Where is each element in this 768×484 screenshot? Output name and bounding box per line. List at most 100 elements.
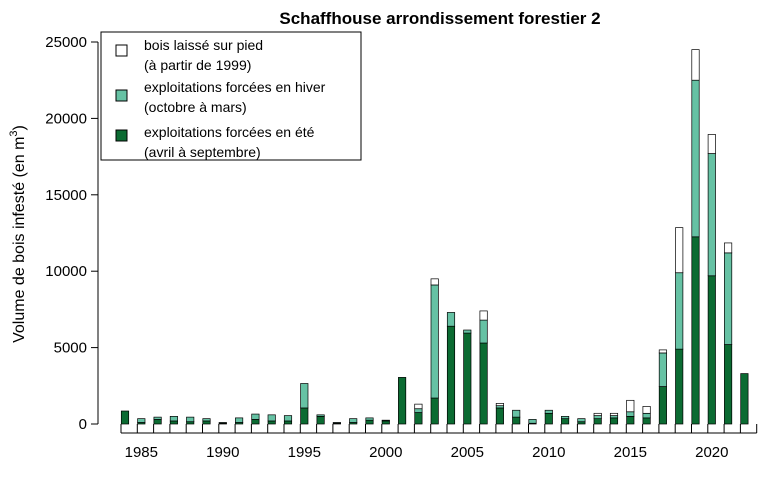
- bar-winter-1989: [202, 418, 211, 422]
- bar-summer-2011: [561, 418, 570, 425]
- bar-summer-2020: [707, 275, 716, 425]
- y-tick-label: 10000: [45, 263, 87, 280]
- bar-summer-2017: [658, 386, 667, 425]
- bar-winter-1996: [316, 414, 325, 417]
- bar-standing-2015: [626, 399, 635, 413]
- bar-winter-1998: [349, 418, 358, 423]
- legend-label-winter-line2: (octobre à mars): [144, 99, 247, 115]
- bar-summer-2014: [609, 417, 619, 425]
- bar-standing-2007: [495, 403, 504, 407]
- y-axis-label: Volume de bois infesté (en m3): [8, 125, 28, 343]
- bar-standing-2021: [724, 242, 733, 254]
- bar-winter-1991: [235, 417, 244, 423]
- x-tick-label: 1990: [206, 444, 239, 461]
- bar-summer-2018: [675, 348, 684, 425]
- legend-box: [100, 31, 362, 161]
- bar-standing-2003: [430, 278, 439, 286]
- bar-winter-1987: [169, 416, 178, 422]
- bar-winter-2016: [642, 412, 651, 419]
- bar-summer-1995: [300, 407, 309, 425]
- bar-standing-2006: [479, 310, 488, 321]
- bar-summer-2006: [479, 342, 488, 425]
- legend-entry-winter: exploitations forcées en hiver (octobre …: [115, 79, 326, 115]
- legend-label-winter-line1: exploitations forcées en hiver: [144, 79, 326, 95]
- bar-winter-1999: [365, 417, 374, 421]
- bar-winter-1988: [186, 416, 195, 423]
- chart-title: Schaffhouse arrondissement forestier 2: [279, 9, 600, 28]
- bar-standing-2016: [642, 406, 651, 414]
- bar-winter-1986: [153, 416, 162, 420]
- bar-summer-2019: [691, 236, 700, 425]
- bar-summer-2010: [544, 412, 553, 425]
- bar-summer-2001: [398, 377, 407, 425]
- bar-winter-2002: [414, 408, 423, 413]
- bar-winter-2013: [593, 415, 602, 420]
- bar-summer-2004: [446, 325, 456, 425]
- bar-winter-2004: [446, 312, 456, 327]
- bar-summer-2022: [740, 373, 749, 425]
- bar-standing-2020: [707, 134, 716, 154]
- x-tick-label: 2010: [532, 444, 565, 461]
- x-tick-label: 2020: [695, 444, 728, 461]
- bar-winter-1985: [137, 418, 146, 423]
- x-tick-label: 1995: [288, 444, 321, 461]
- bar-standing-2002: [414, 403, 423, 410]
- bar-summer-2007: [495, 407, 504, 425]
- bar-winter-2003: [430, 284, 439, 399]
- bar-summer-2005: [463, 332, 472, 425]
- x-tick-label: 2005: [451, 444, 484, 461]
- bar-winter-2000: [381, 419, 390, 422]
- bar-winter-2017: [658, 352, 667, 387]
- bar-winter-2012: [577, 418, 586, 423]
- bar-winter-1995: [300, 383, 309, 409]
- legend-entry-standing: bois laissé sur pied (à partir de 1999): [115, 37, 263, 73]
- legend-label-standing-line1: bois laissé sur pied: [144, 37, 263, 53]
- bar-winter-2006: [479, 319, 488, 344]
- y-tick-label: 5000: [54, 340, 87, 357]
- bar-summer-1994: [283, 420, 293, 425]
- bar-winter-2009: [528, 419, 537, 424]
- bar-winter-2010: [544, 409, 553, 414]
- y-tick-label: 20000: [45, 110, 87, 127]
- bar-summer-2008: [512, 416, 521, 425]
- bar-summer-1984: [120, 410, 130, 425]
- bar-standing-2014: [609, 412, 619, 416]
- x-tick-label: 1985: [125, 444, 158, 461]
- bar-summer-1987: [169, 420, 178, 425]
- bar-summer-2015: [626, 416, 635, 425]
- bar-winter-2019: [691, 79, 700, 238]
- bar-summer-2016: [642, 417, 651, 425]
- y-tick-label: 25000: [45, 34, 87, 51]
- bar-summer-2003: [430, 397, 439, 425]
- legend-swatch-winter: [115, 89, 128, 102]
- y-tick-label: 15000: [45, 187, 87, 204]
- bar-winter-2008: [512, 409, 521, 418]
- bar-winter-1990: [218, 422, 227, 424]
- bar-summer-1989: [202, 420, 211, 425]
- bar-winter-2005: [463, 329, 472, 334]
- x-axis: 1985 1990 1995 2000 2005 2010 2015 2020: [120, 424, 758, 461]
- x-tick-label: 2015: [614, 444, 647, 461]
- bar-summer-1999: [365, 419, 374, 425]
- bar-summer-1992: [251, 419, 260, 425]
- bar-summer-2000: [381, 420, 390, 425]
- bar-summer-1986: [153, 419, 162, 425]
- x-tick-label: 2000: [369, 444, 402, 461]
- legend-entry-summer: exploitations forcées en été (avril à se…: [115, 124, 315, 160]
- bar-summer-1993: [267, 420, 276, 425]
- bar-winter-2015: [626, 411, 635, 417]
- bar-winter-2018: [675, 272, 684, 350]
- bar-winter-2021: [724, 252, 733, 345]
- bar-winter-1994: [283, 415, 293, 422]
- bar-summer-1996: [316, 416, 325, 425]
- legend-swatch-summer: [115, 129, 128, 142]
- bar-summer-2021: [724, 344, 733, 425]
- bar-standing-2019: [691, 49, 700, 81]
- bar-winter-1992: [251, 413, 260, 420]
- legend-label-summer-line2: (avril à septembre): [144, 144, 261, 160]
- legend-label-standing-line2: (à partir de 1999): [144, 57, 251, 73]
- bar-winter-1993: [267, 414, 276, 422]
- bar-summer-2002: [414, 412, 423, 425]
- bar-summer-2013: [593, 418, 602, 425]
